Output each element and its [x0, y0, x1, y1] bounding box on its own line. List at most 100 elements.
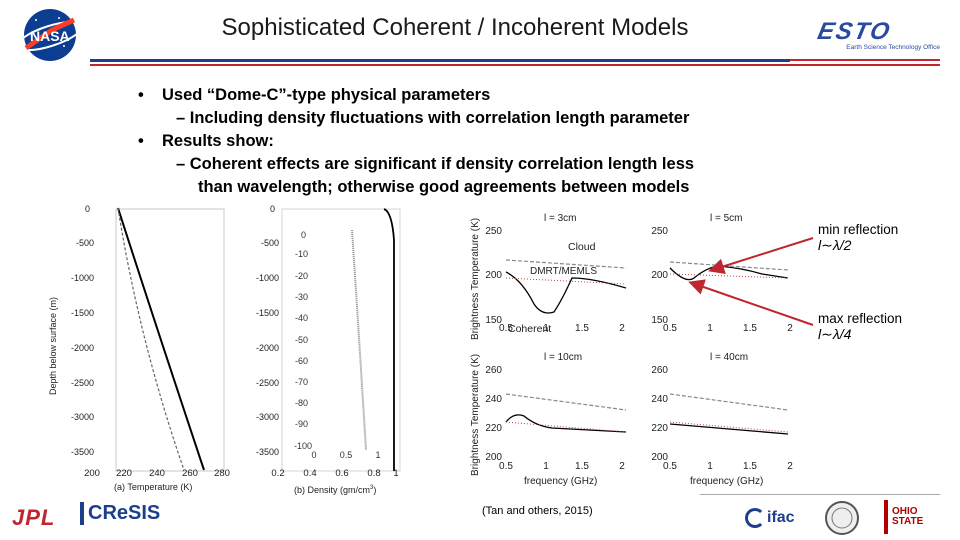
arrow-max-reflection [688, 279, 814, 326]
title-rule-red [90, 64, 940, 66]
tick-label: 2 [787, 323, 793, 334]
tb-curve-coherent [505, 414, 627, 433]
tick-label: 200 [651, 452, 668, 463]
citation: (Tan and others, 2015) [482, 505, 593, 517]
tb-curve-coherent [669, 265, 789, 281]
tick-label: 0.5 [663, 323, 677, 334]
footer-divider [700, 494, 940, 495]
tick-label: -60 [295, 356, 308, 366]
temperature-xticks: 200 220 240 260 280 [84, 468, 230, 479]
density-plot-frame [281, 208, 401, 472]
bullet-item: • Used “Dome-C”-type physical parameters [138, 84, 694, 107]
tb-curve-dmrt [505, 259, 627, 269]
tick-label: 260 [651, 365, 668, 376]
tick-label: -70 [295, 377, 308, 387]
svg-text:NASA: NASA [30, 28, 70, 44]
density-xticks: 0.2 0.4 0.6 0.8 1 [271, 468, 398, 479]
tick-label: 250 [651, 226, 668, 237]
panel-xticks: 0.5 1 1.5 2 [663, 461, 793, 472]
tb-panel: l = 5cm 250 200 150 0.5 1 1.5 2 [651, 213, 793, 334]
profile-figure: 0 -500 -1000 -1500 -2000 -2500 -3000 -35… [48, 204, 401, 495]
tick-label: 200 [485, 270, 502, 281]
seal-icon [825, 501, 859, 535]
tb-panel: l = 40cm 260 240 220 200 0.5 1 1.5 2 [651, 352, 793, 472]
tick-label: 200 [485, 452, 502, 463]
tb-panel: l = 3cm 250 200 150 0.5 1 1.5 2 [485, 213, 627, 334]
tick-label: -80 [295, 398, 308, 408]
density-xlabel-sup: 3 [370, 485, 374, 491]
tick-label: 260 [485, 365, 502, 376]
temperature-xlabel: (a) Temperature (K) [114, 482, 192, 492]
tb-xlabel-left: frequency (GHz) [524, 476, 597, 487]
esto-subtitle: Earth Science Technology Office [846, 44, 940, 51]
tb-curve-memls [505, 421, 627, 433]
tick-label: -2000 [256, 343, 279, 353]
tick-label: 200 [651, 270, 668, 281]
title-rule-blue [90, 59, 790, 62]
panel-yticks: 260 240 220 200 [651, 365, 668, 463]
tick-label: 280 [214, 468, 230, 479]
tick-label: 1.5 [743, 323, 757, 334]
annotation-formula: l∼λ/2 [818, 237, 852, 253]
tick-label: 0.5 [499, 461, 513, 472]
panel-yticks: 250 200 150 [651, 226, 668, 326]
tick-label: -10 [295, 249, 308, 259]
tick-label: -2000 [71, 343, 94, 353]
tick-label: 1 [393, 468, 398, 479]
osu-logo: OHIO STATE [884, 500, 936, 534]
bullet-item: • Results show: [138, 130, 694, 153]
tick-label: -1500 [256, 308, 279, 318]
esto-logo: ESTO Earth Science Technology Office [815, 18, 940, 51]
tb-curve-memls [505, 277, 627, 285]
legend-cloud: Cloud [568, 241, 596, 253]
ifac-logo: ifac [745, 508, 795, 528]
bullet-text: – Including density fluctuations with co… [176, 109, 690, 127]
arrow-min-reflection [708, 237, 814, 275]
ifac-swirl-icon [745, 508, 765, 528]
title-rule-red2 [790, 59, 940, 61]
temperature-ylabel: Depth below surface (m) [48, 297, 58, 395]
ifac-wordmark: ifac [767, 509, 795, 526]
legend-coherent: Coherent [508, 323, 551, 335]
panel-title: l = 40cm [710, 352, 748, 363]
university-seal-logo [825, 501, 859, 535]
tick-label: -500 [261, 238, 279, 248]
tick-label: 0.4 [303, 468, 316, 479]
temperature-profile-dashed [117, 207, 185, 471]
tick-label: -3500 [256, 447, 279, 457]
panel-xticks: 0.5 1 1.5 2 [499, 323, 625, 334]
density-xlabel-end: ) [373, 485, 376, 495]
tb-curve-dmrt [505, 393, 627, 411]
cresis-logo: CReSIS [80, 502, 160, 525]
tick-label: 0 [85, 204, 90, 214]
panel-xticks: 0.5 1 1.5 2 [663, 323, 793, 334]
tick-label: -500 [76, 238, 94, 248]
tick-label: -40 [295, 313, 308, 323]
tick-label: 1.5 [575, 323, 589, 334]
tick-label: 1 [707, 323, 713, 334]
tick-label: 0 [270, 204, 275, 214]
tick-label: 0.5 [499, 323, 513, 334]
bullet-item: – Including density fluctuations with co… [138, 107, 694, 130]
tick-label: -90 [295, 419, 308, 429]
nasa-meatball-icon: NASA [16, 9, 84, 61]
bullet-text: than wavelength; otherwise good agreemen… [198, 178, 690, 196]
osu-wordmark: OHIO STATE [892, 506, 924, 527]
tick-label: 0 [301, 230, 306, 240]
panel-yticks: 260 240 220 200 [485, 365, 502, 463]
cresis-wordmark: CReSIS [80, 502, 160, 525]
tick-label: 260 [182, 468, 198, 479]
tb-figure: Brightness Temperature (K) Brightness Te… [470, 213, 793, 487]
tick-label: -1500 [71, 308, 94, 318]
tick-label: 240 [149, 468, 165, 479]
tick-label: 200 [84, 468, 100, 479]
tb-curve-coherent [669, 423, 789, 435]
tick-label: 0.2 [271, 468, 284, 479]
bullet-item: than wavelength; otherwise good agreemen… [138, 176, 694, 199]
temperature-plot-frame [115, 208, 225, 472]
annotation-title: min reflection [818, 222, 899, 237]
bullet-list: • Used “Dome-C”-type physical parameters … [138, 84, 694, 199]
temperature-profile-black [117, 207, 205, 471]
tick-label: 1 [375, 450, 380, 460]
